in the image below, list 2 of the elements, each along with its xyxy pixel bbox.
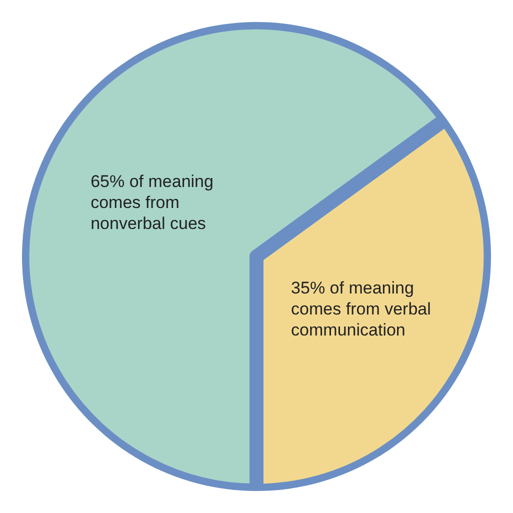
slice-label: 65% of meaning comes from nonverbal cues (90, 172, 214, 233)
slice-label: 35% of meaning comes from verbal communication (291, 278, 431, 340)
